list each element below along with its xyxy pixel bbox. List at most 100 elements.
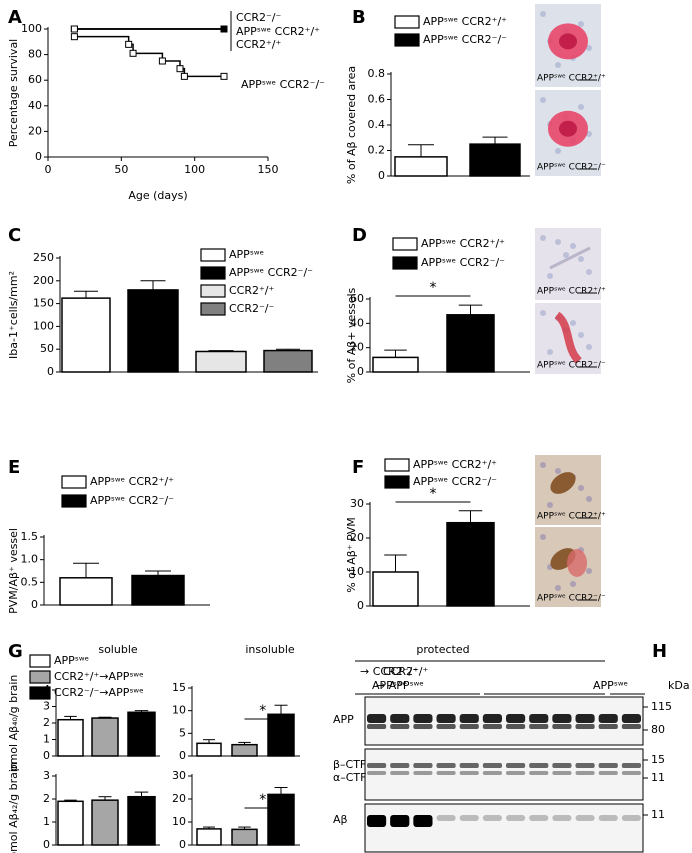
band <box>575 714 595 723</box>
band <box>436 815 456 821</box>
y-tick-label: 20 <box>28 124 42 137</box>
nucleus <box>547 349 553 355</box>
band <box>436 763 456 768</box>
band <box>575 771 595 775</box>
y-tick-label: 40 <box>350 316 364 329</box>
significance-label: * <box>259 703 266 719</box>
blot-strip <box>364 748 644 801</box>
y-tick-label: 20 <box>350 531 364 544</box>
survival-curve <box>74 35 224 78</box>
nucleus <box>586 269 592 275</box>
band <box>598 815 618 821</box>
band <box>459 771 479 775</box>
band <box>413 815 433 827</box>
series-label: CCR2⁻/⁻ <box>236 11 282 24</box>
band <box>367 763 387 768</box>
point-marker <box>125 40 133 48</box>
bar <box>231 828 258 846</box>
marker-label: 80 <box>651 723 665 736</box>
series-label: APPˢʷᵉ CCR2⁺/⁺ <box>236 25 320 38</box>
band <box>390 724 410 729</box>
bar <box>127 711 156 757</box>
bar <box>127 289 179 373</box>
bar <box>469 143 521 177</box>
y-tick-label: 10 <box>350 565 364 578</box>
plaque-core <box>559 120 577 137</box>
legend-label: APPˢʷᵉ <box>54 654 89 667</box>
point-marker <box>158 57 166 65</box>
subplot-title: soluble <box>98 643 138 656</box>
legend-swatch <box>392 256 418 270</box>
y-tick-label: 0.4 <box>368 118 386 131</box>
band <box>506 724 526 729</box>
nucleus <box>578 21 584 27</box>
y-axis-label: % of Aβ+ vessels <box>345 287 358 383</box>
x-axis-label: Age (days) <box>128 189 187 202</box>
point-marker <box>70 25 78 33</box>
band <box>598 714 618 723</box>
band <box>598 771 618 775</box>
nucleus <box>555 62 561 68</box>
y-tick-label: 0 <box>378 169 385 182</box>
x-tick-label: 150 <box>258 163 279 176</box>
legend-swatch <box>200 284 226 298</box>
legend-swatch <box>61 494 87 508</box>
significance-label: * <box>259 792 266 808</box>
legend-label: CCR2⁺/⁺ <box>229 284 275 297</box>
band <box>598 763 618 768</box>
vessel <box>549 246 591 270</box>
bar <box>91 799 119 846</box>
band <box>529 724 549 729</box>
y-tick-label: 0 <box>43 838 50 851</box>
band <box>506 714 526 723</box>
band <box>552 714 572 723</box>
band <box>436 724 456 729</box>
marker-label: 15 <box>651 753 665 766</box>
band <box>552 724 572 729</box>
bar <box>57 800 84 846</box>
nucleus <box>570 581 576 587</box>
legend-label: APPˢʷᵉ CCR2⁺/⁺ <box>423 15 507 28</box>
y-tick-label: 1.0 <box>21 553 39 566</box>
row-label: APP <box>333 713 354 726</box>
panel-letter: C <box>8 225 21 246</box>
band <box>482 771 502 775</box>
unit-label: kDa <box>668 679 690 692</box>
legend-swatch <box>200 302 226 316</box>
legend-label: APPˢʷᵉ CCR2⁻/⁻ <box>421 256 505 269</box>
legend-swatch <box>29 686 51 700</box>
panel-letter: A <box>8 7 22 28</box>
y-tick-label: 0.8 <box>368 67 386 80</box>
nucleus <box>570 320 576 326</box>
y-tick-label: 1 <box>43 733 50 746</box>
y-tick-label: 0 <box>357 365 364 378</box>
bar <box>59 577 113 606</box>
band <box>529 771 549 775</box>
band <box>482 714 502 723</box>
legend-swatch <box>392 237 418 251</box>
legend-swatch <box>200 248 226 262</box>
bar <box>263 349 313 373</box>
image-label: APPˢʷᵉ CCR2⁺/⁺ <box>537 512 606 522</box>
amyloid-vessel <box>554 311 583 364</box>
y-tick-label: 3 <box>43 769 50 782</box>
y-tick-label: 15 <box>172 681 186 694</box>
y-tick-label: 0 <box>179 749 186 762</box>
significance-label: * <box>430 486 437 502</box>
nucleus <box>555 239 561 245</box>
band <box>598 724 618 729</box>
y-tick-label: 0.5 <box>21 575 39 588</box>
y-tick-label: 0 <box>179 838 186 851</box>
y-tick-label: 0 <box>43 749 50 762</box>
band <box>413 714 433 723</box>
y-axis-label: pmol Aβ₄₀/g brain <box>7 675 20 772</box>
y-tick-label: 100 <box>33 319 54 332</box>
bar <box>446 521 495 607</box>
band <box>506 763 526 768</box>
y-tick-label: 30 <box>350 497 364 510</box>
row-label: β–CTF <box>333 758 366 771</box>
band <box>621 714 641 723</box>
y-tick-label: 20 <box>350 341 364 354</box>
image-label: APPˢʷᵉ CCR2⁺/⁺ <box>537 287 606 297</box>
point-marker <box>129 49 137 57</box>
